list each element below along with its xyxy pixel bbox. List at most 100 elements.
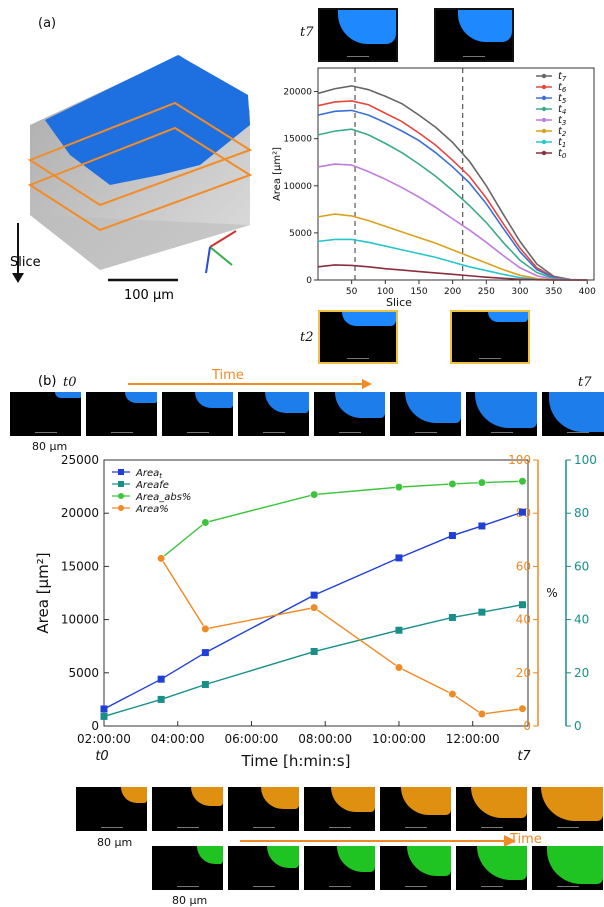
series-point-Area% <box>394 663 404 672</box>
right-tick-label-teal: 40 <box>574 613 589 627</box>
y-tick-label-b: 25000 <box>61 453 99 467</box>
blue-biofilm-top <box>45 55 250 185</box>
time-thumbnail <box>304 787 375 831</box>
series-point-Areafe <box>100 712 108 720</box>
axis-t0-label: t0 <box>95 749 108 764</box>
time-thumbnail <box>390 392 461 436</box>
biofilm-region <box>191 787 223 806</box>
thumb-t7-slice-2 <box>434 8 514 62</box>
biofilm-region <box>541 787 603 821</box>
biofilm-region <box>401 787 451 815</box>
time-thumbnail <box>228 846 299 890</box>
x-tick-label-b: 02:00:00 <box>77 732 131 746</box>
x-tick-label-b: 10:00:00 <box>372 732 426 746</box>
series-point-Area_t <box>310 591 318 599</box>
time-thumbnail <box>456 846 527 890</box>
legend-marker-Areafe <box>118 481 124 487</box>
legend-label-t4: t4 <box>558 104 566 116</box>
series-point-Area_t <box>448 532 456 540</box>
orange-slice-plane-1 <box>27 101 253 207</box>
series-point-Areafe <box>201 681 209 689</box>
y-tick-label-b: 20000 <box>61 506 99 520</box>
time-arrow-label-2: Time <box>510 832 542 847</box>
axis-gizmo <box>205 230 237 274</box>
x-tick-label-b: 08:00:00 <box>298 732 352 746</box>
biofilm-region <box>337 846 375 872</box>
biofilm-region <box>549 392 604 432</box>
thumb-time-t2-label: t2 <box>300 330 314 345</box>
right-tick-label-orange: 20 <box>516 666 531 680</box>
blue-thumbnail-row <box>10 392 604 438</box>
y-tick-label: 15000 <box>283 135 312 145</box>
x-axis-label-b: Time [h:min:s] <box>241 752 351 770</box>
legend-label-t7: t7 <box>558 71 567 83</box>
series-point-Area_abs% <box>518 477 527 486</box>
time-thumbnail <box>304 846 375 890</box>
thumb-t2-slice-2 <box>450 310 530 364</box>
legend-label-t0: t0 <box>558 148 567 160</box>
time-thumbnail <box>76 787 147 831</box>
y-tick-label: 0 <box>306 276 312 286</box>
time-thumbnail <box>542 392 604 436</box>
series-point-Area_abs% <box>310 490 319 499</box>
time-thumbnail <box>86 392 157 436</box>
series-line-t5 <box>317 109 588 281</box>
series-point-Area% <box>157 554 166 563</box>
right-tick-label-orange: 40 <box>516 613 531 627</box>
legend-marker-t3 <box>541 117 547 123</box>
t0-top-label: t0 <box>63 375 77 390</box>
thumb-time-t7-label: t7 <box>300 25 314 40</box>
orange-slice-plane-2 <box>27 126 253 232</box>
series-line-Area_t <box>103 511 523 710</box>
series-point-Area_abs% <box>448 479 457 489</box>
legend-marker-t1 <box>541 139 547 145</box>
area-vs-slice-chart: 50 100 150 200 250 300 350 400 0 5000 10000 15000 20… <box>272 67 596 309</box>
series-line-Area% <box>160 558 523 715</box>
biofilm-region <box>195 392 233 408</box>
series-point-Areafe <box>448 613 456 621</box>
x-tick-label-b: 04:00:00 <box>151 732 205 746</box>
plot-frame <box>317 67 595 281</box>
time-thumbnail <box>152 846 223 890</box>
time-thumbnail <box>228 787 299 831</box>
thumb-t2-slice-1 <box>318 310 398 364</box>
y-axis-label: Area [μm²] <box>272 147 283 201</box>
biofilm-region <box>407 846 451 876</box>
legend-label-Areafe: Areafe <box>135 480 169 491</box>
biofilm-region <box>121 787 147 803</box>
legend-label-Area_t: Areat <box>135 468 162 480</box>
right-tick-label-orange: 0 <box>523 719 531 733</box>
panel-a-label: (a) <box>38 16 57 31</box>
biofilm-region <box>477 846 527 880</box>
panel-b-label: (b) <box>38 374 57 389</box>
series-point-Area_t <box>478 522 486 530</box>
time-thumbnail <box>532 846 603 890</box>
series-line-t0 <box>317 264 588 281</box>
biofilm-region <box>125 392 157 403</box>
right-tick-label-orange: 100 <box>508 453 531 467</box>
legend-label-t6: t6 <box>558 82 567 94</box>
series-point-Area_t <box>157 675 165 683</box>
legend-marker-t6 <box>541 84 547 90</box>
legend-label-t5: t5 <box>558 93 567 105</box>
right-tick-label-orange: 60 <box>516 559 531 573</box>
t2-text: t2 <box>300 330 314 345</box>
time-arrow-label: Time <box>212 368 244 383</box>
y-tick-label-b: 0 <box>91 719 99 733</box>
orange-row-scale-label: 80 μm <box>97 836 133 849</box>
biofilm-region <box>547 846 603 884</box>
legend-marker-t5 <box>541 95 547 101</box>
right-tick-label-teal: 60 <box>574 559 589 573</box>
legend-marker-t0 <box>541 150 547 156</box>
series-line-t4 <box>317 128 588 281</box>
series-line-t3 <box>317 163 588 281</box>
biofilm-region <box>335 392 385 418</box>
time-thumbnail <box>456 787 527 831</box>
time-thumbnail <box>162 392 233 436</box>
x-tick-label: 250 <box>478 287 495 297</box>
series-point-Area% <box>477 709 487 719</box>
plot-frame-b <box>103 459 529 727</box>
legend-marker-Area% <box>118 505 124 511</box>
y-tick-label: 5000 <box>289 229 312 239</box>
series-point-Areafe <box>478 608 486 616</box>
